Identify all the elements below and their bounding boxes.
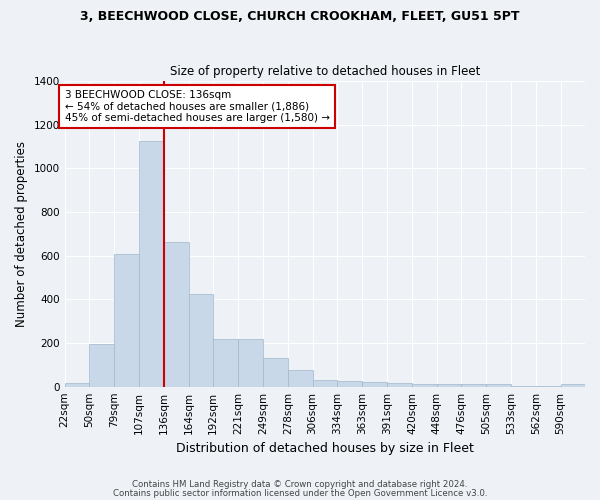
Text: Contains public sector information licensed under the Open Government Licence v3: Contains public sector information licen… xyxy=(113,490,487,498)
Bar xyxy=(164,242,188,386)
Bar xyxy=(89,344,115,387)
Text: Contains HM Land Registry data © Crown copyright and database right 2024.: Contains HM Land Registry data © Crown c… xyxy=(132,480,468,489)
Bar xyxy=(487,384,511,386)
Bar xyxy=(337,381,362,386)
Bar xyxy=(238,338,263,386)
Bar xyxy=(188,294,213,386)
Title: Size of property relative to detached houses in Fleet: Size of property relative to detached ho… xyxy=(170,66,480,78)
Bar xyxy=(288,370,313,386)
Bar xyxy=(560,384,585,386)
Bar xyxy=(139,141,164,386)
Bar xyxy=(362,382,387,386)
X-axis label: Distribution of detached houses by size in Fleet: Distribution of detached houses by size … xyxy=(176,442,474,455)
Bar xyxy=(461,384,487,386)
Bar xyxy=(115,254,139,386)
Bar xyxy=(412,384,437,386)
Text: 3, BEECHWOOD CLOSE, CHURCH CROOKHAM, FLEET, GU51 5PT: 3, BEECHWOOD CLOSE, CHURCH CROOKHAM, FLE… xyxy=(80,10,520,23)
Bar xyxy=(213,338,238,386)
Bar xyxy=(263,358,288,386)
Bar xyxy=(313,380,337,386)
Bar xyxy=(387,384,412,386)
Text: 3 BEECHWOOD CLOSE: 136sqm
← 54% of detached houses are smaller (1,886)
45% of se: 3 BEECHWOOD CLOSE: 136sqm ← 54% of detac… xyxy=(65,90,329,123)
Bar xyxy=(65,383,89,386)
Y-axis label: Number of detached properties: Number of detached properties xyxy=(15,141,28,327)
Bar xyxy=(437,384,461,386)
